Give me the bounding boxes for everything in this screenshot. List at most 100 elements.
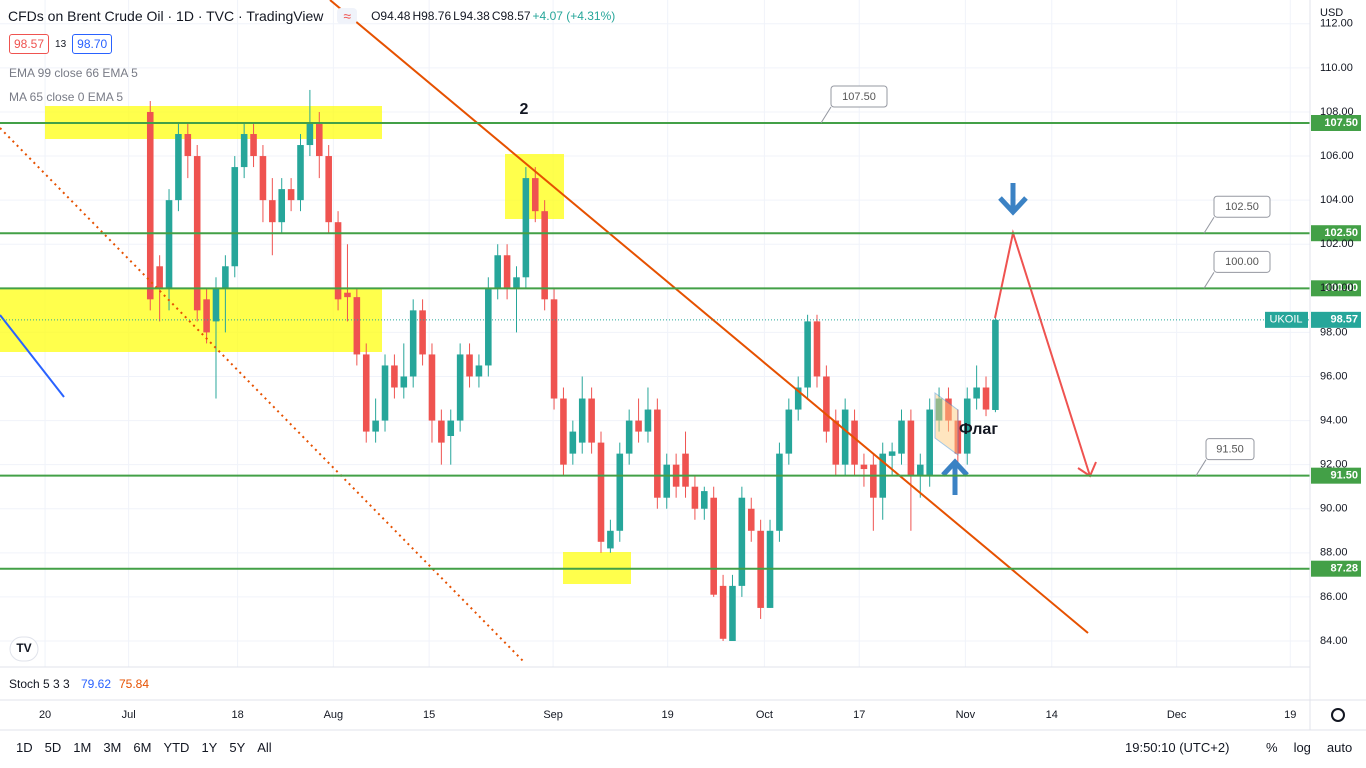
scale-option[interactable]: log [1293,740,1311,755]
indicator[interactable]: MA 65 close 0 EMA 5 [9,90,124,104]
scale-option[interactable]: % [1266,740,1278,755]
x-tick-label: Oct [756,709,773,721]
callout-label: 102.50 [1225,201,1259,213]
range-button[interactable]: 3M [103,740,122,755]
candle-body [663,464,671,498]
currency[interactable]: USD [1320,7,1343,19]
candle-body [738,497,746,586]
range-button[interactable]: 1Y [201,740,218,755]
x-tick-label: 19 [1284,709,1296,721]
candle-body [701,491,708,509]
annotation: Флаг [959,421,998,438]
candle-body [917,464,924,476]
candle-body [250,134,257,157]
range-button[interactable]: 5Y [229,740,246,755]
candle-body [184,134,192,157]
candle-body [419,310,426,355]
tv-logo-text: TV [16,641,31,655]
candle-body [907,420,915,476]
candle-body [400,376,408,388]
candle-body [503,255,511,289]
callout-label: 91.50 [1216,444,1244,456]
sell-button[interactable]: 98.57 [9,34,50,54]
candle-body [851,420,858,465]
candle-body [888,451,896,456]
candle-body [776,453,783,531]
callout-pointer [1203,216,1215,234]
trend-line [0,127,526,664]
y-tick-label: 100.00 [1320,282,1354,294]
candle-body [870,464,877,498]
range-button[interactable]: 1D [16,740,33,755]
high: H98.76 [412,9,452,23]
callout-box [830,85,888,108]
flag-icon[interactable]: ≈ [337,8,358,24]
candle-body [231,167,239,267]
flag [934,392,959,456]
x-tick-label: Dec [1167,709,1187,721]
level-tag [1311,225,1361,242]
buy-button[interactable]: 98.70 [72,34,113,54]
candle-body [588,398,595,443]
x-tick-label: 19 [662,709,674,721]
y-tick-label: 92.00 [1320,459,1348,471]
y-tick-label: 102.00 [1320,238,1354,250]
candle-body [372,420,379,432]
candle-body [475,365,483,377]
y-tick-label: 110.00 [1320,62,1353,74]
candle-body [841,409,849,465]
candle-body [616,453,624,531]
tv-logo [9,636,39,662]
y-tick-label: 112.00 [1320,18,1353,30]
level-tag [1311,467,1361,484]
candle-body [165,200,173,289]
candle-body [391,365,398,388]
candle-body [362,354,370,432]
candle-body [710,497,717,595]
candle-body [625,420,633,454]
range-button[interactable]: 6M [133,740,152,755]
candle-body [494,255,501,289]
scale-option[interactable]: auto [1326,740,1353,755]
candle-body [344,292,351,298]
level-tag [1311,114,1361,131]
candle-body [513,277,520,289]
range-button[interactable]: YTD [163,740,190,755]
candle-body [794,387,802,410]
candle-body [381,365,389,421]
candle-body [597,442,605,542]
legend: CFDs on Brent Crude Oil · 1D · TVC · Tra… [8,8,615,24]
range-button[interactable]: All [257,740,272,755]
symbol-tag [1265,311,1308,328]
candle-body [287,189,295,201]
candle-body [898,420,905,454]
candle-body [785,409,793,454]
stoch-d: 75.84 [119,677,149,691]
level-tag [1311,280,1361,297]
x-tick-label: Nov [956,709,976,721]
low: L94.38 [453,9,490,23]
indicator-legend: EMA 99 close 66 EMA 5 MA 65 close 0 EMA … [9,66,138,104]
candle-body [428,354,436,421]
candle-body [654,409,661,498]
x-tick-label: 14 [1046,709,1058,721]
candle-body [325,156,332,223]
indicator[interactable]: EMA 99 close 66 EMA 5 [9,66,138,80]
range-button[interactable]: 1M [73,740,92,755]
y-tick-label: 88.00 [1320,547,1348,559]
candle-body [729,585,736,641]
candle-body [297,145,304,201]
candle-body [682,453,689,487]
candle-body [804,321,811,388]
candle-body [438,420,445,443]
price-tag [1311,311,1361,328]
callout-pointer [1203,272,1215,289]
settings-icon[interactable] [1331,708,1345,722]
candle-body [607,530,614,549]
candle-body [212,288,220,322]
range-button[interactable]: 5D [44,740,62,755]
candle-body [485,288,492,366]
